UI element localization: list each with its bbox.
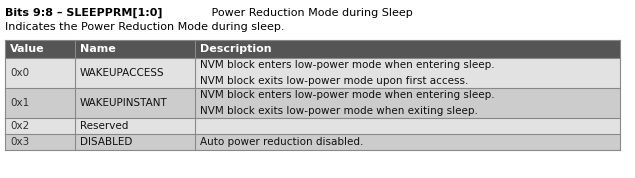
- Text: NVM block exits low-power mode when exiting sleep.: NVM block exits low-power mode when exit…: [200, 106, 478, 116]
- Bar: [5, 134, 620, 150]
- Text: NVM block enters low-power mode when entering sleep.: NVM block enters low-power mode when ent…: [200, 90, 495, 101]
- Text: Bits 9:8 – SLEEPPRM[1:0]: Bits 9:8 – SLEEPPRM[1:0]: [5, 8, 163, 18]
- Text: WAKEUPINSTANT: WAKEUPINSTANT: [80, 98, 168, 108]
- Text: NVM block enters low-power mode when entering sleep.: NVM block enters low-power mode when ent…: [200, 61, 495, 70]
- Text: Reserved: Reserved: [80, 121, 128, 131]
- Text: 0x0: 0x0: [10, 68, 29, 78]
- Text: Auto power reduction disabled.: Auto power reduction disabled.: [200, 137, 363, 147]
- Text: Power Reduction Mode during Sleep: Power Reduction Mode during Sleep: [208, 8, 413, 18]
- Text: DISABLED: DISABLED: [80, 137, 132, 147]
- Text: 0x2: 0x2: [10, 121, 29, 131]
- Bar: [5, 58, 620, 88]
- Text: Name: Name: [80, 44, 116, 54]
- Text: 0x3: 0x3: [10, 137, 29, 147]
- Text: Indicates the Power Reduction Mode during sleep.: Indicates the Power Reduction Mode durin…: [5, 22, 284, 32]
- Text: Description: Description: [200, 44, 272, 54]
- Bar: [5, 40, 620, 58]
- Text: WAKEUPACCESS: WAKEUPACCESS: [80, 68, 164, 78]
- Text: NVM block exits low-power mode upon first access.: NVM block exits low-power mode upon firs…: [200, 75, 469, 85]
- Bar: [5, 118, 620, 134]
- Text: Value: Value: [10, 44, 44, 54]
- Bar: [5, 88, 620, 118]
- Text: 0x1: 0x1: [10, 98, 29, 108]
